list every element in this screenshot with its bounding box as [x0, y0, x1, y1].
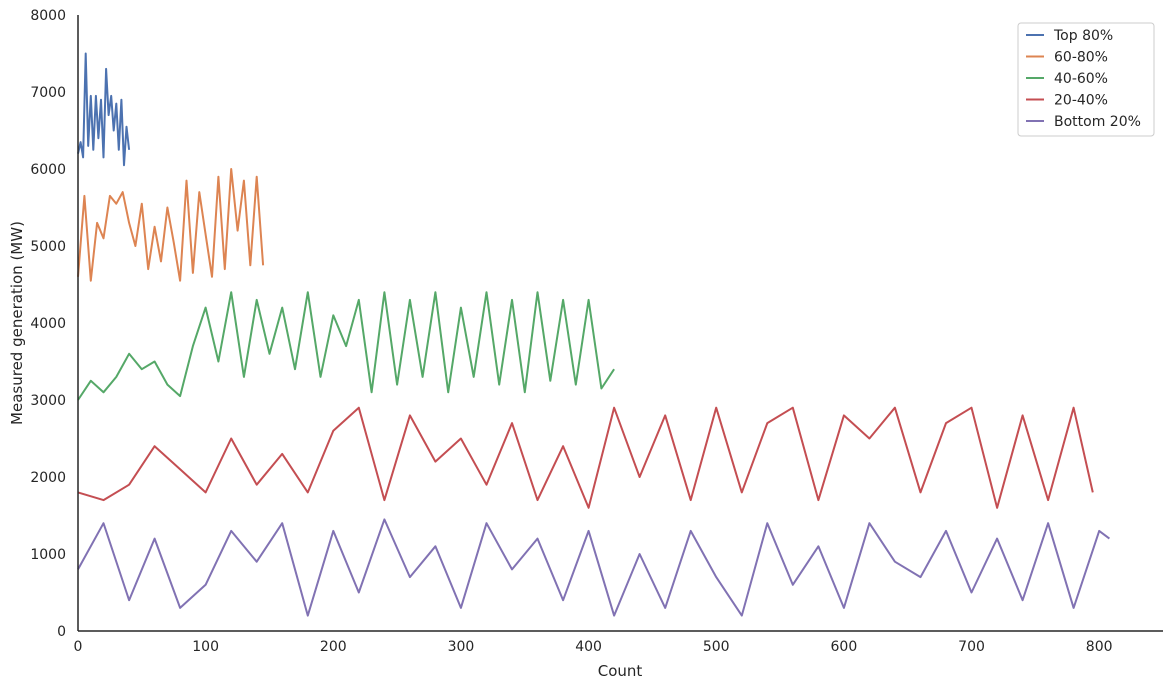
legend-label: 20-40%: [1054, 93, 1108, 109]
x-axis: 0 100 200 300 400 500 600 700 800: [74, 630, 1163, 655]
y-tick-label: 7000: [30, 85, 66, 101]
y-tick-label: 1000: [30, 547, 66, 563]
y-tick-label: 4000: [30, 316, 66, 332]
chart-legend: Top 80% 60-80% 40-60% 20-40% Bottom 20%: [1017, 22, 1155, 137]
series-line-3: [77, 406, 1094, 509]
y-tick-label: 0: [57, 624, 66, 640]
x-tick-label: 500: [703, 639, 730, 655]
y-tick-label: 8000: [30, 8, 66, 24]
y-axis-label: Measured generation (MW): [8, 221, 26, 425]
x-tick-label: 400: [575, 639, 602, 655]
legend-label: Bottom 20%: [1054, 114, 1141, 130]
x-tick-label: 0: [74, 639, 83, 655]
x-tick-label: 300: [448, 639, 475, 655]
x-tick-label: 800: [1086, 639, 1113, 655]
y-axis: 0 1000 2000 3000 4000 5000 6000 7000 8000: [30, 8, 79, 640]
x-tick-label: 100: [192, 639, 219, 655]
series-line-2: [77, 291, 615, 401]
legend-label: Top 80%: [1053, 28, 1113, 44]
legend-label: 60-80%: [1054, 50, 1108, 66]
y-tick-label: 6000: [30, 162, 66, 178]
legend-frame: [1017, 22, 1155, 137]
series-line-1: [77, 168, 265, 282]
x-tick-label: 200: [320, 639, 347, 655]
x-tick-label: 600: [831, 639, 858, 655]
y-tick-label: 3000: [30, 393, 66, 409]
x-tick-label: 700: [958, 639, 985, 655]
y-tick-label: 5000: [30, 239, 66, 255]
series-line-0: [77, 52, 131, 167]
y-tick-label: 2000: [30, 470, 66, 486]
legend-label: 40-60%: [1054, 71, 1108, 87]
x-axis-label: Count: [598, 662, 643, 680]
plot-area: [77, 52, 1111, 617]
series-line-4: [77, 518, 1111, 617]
